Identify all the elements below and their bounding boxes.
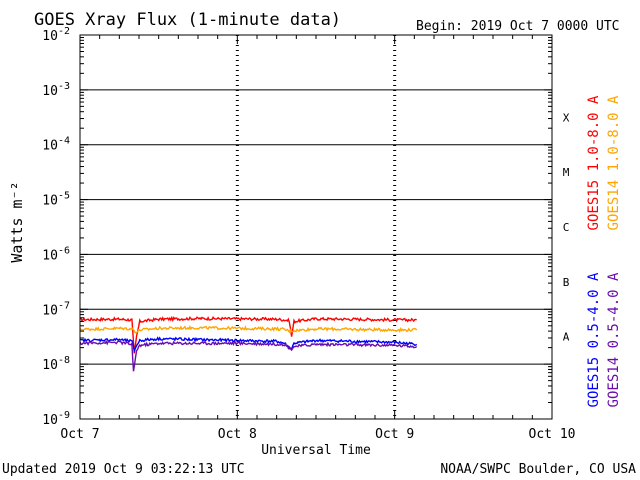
x-tick-label: Oct 9 [375,427,414,442]
y-tick-base: 10 [42,303,58,318]
plot-frame [79,34,553,420]
series-line [79,336,418,353]
flare-class-label: X [563,111,570,124]
grid [80,35,552,419]
begin-date: Begin: 2019 Oct 7 0000 UTC [416,19,620,34]
legend-entry: GOES15 0.5-4.0 A [586,272,602,407]
y-tick-exponent: -6 [58,245,70,256]
y-tick-label: 10-3 [42,81,70,99]
y-tick-label: 10-9 [42,410,70,428]
flare-class-label: A [563,331,570,344]
y-tick-label: 10-4 [42,136,70,154]
series-line [79,324,418,334]
chart-title: GOES Xray Flux (1-minute data) [34,10,341,30]
y-tick-exponent: -9 [58,410,70,421]
y-tick-exponent: -8 [58,355,70,366]
x-tick-label: Oct 7 [60,427,99,442]
series-lines [79,315,418,372]
credit-text: NOAA/SWPC Boulder, CO USA [440,462,636,477]
flare-class-labels: A B C M X [563,111,570,343]
flare-class-label: C [563,221,570,234]
y-tick-exponent: -4 [58,136,70,147]
legend: GOES15 1.0-8.0 A GOES14 1.0-8.0 A GOES15 0… [586,95,622,407]
y-tick-base: 10 [42,139,58,154]
flare-class-label: B [563,276,570,289]
y-tick-exponent: -7 [58,300,70,311]
x-axis-title: Universal Time [261,443,371,458]
legend-entry: GOES14 0.5-4.0 A [606,272,622,407]
y-tick-label: 10-7 [42,300,70,318]
series-line [79,315,417,354]
y-tick-label: 10-5 [42,191,70,209]
y-tick-base: 10 [42,84,58,99]
y-tick-labels: 10-910-810-710-610-510-410-310-2 [42,26,70,428]
y-tick-base: 10 [42,29,58,44]
y-tick-exponent: -5 [58,191,70,202]
flare-class-label: M [563,166,570,179]
y-tick-exponent: -3 [58,81,70,92]
y-tick-base: 10 [42,358,58,373]
x-tick-label: Oct 8 [218,427,257,442]
x-tick-labels: Oct 7 Oct 8 Oct 9 Oct 10 [60,427,575,442]
axis-ticks [79,35,553,420]
y-tick-label: 10-2 [42,26,70,44]
y-tick-base: 10 [42,194,58,209]
updated-timestamp: Updated 2019 Oct 9 03:22:13 UTC [2,462,245,477]
x-tick-label: Oct 10 [529,427,576,442]
series-line [79,339,418,372]
y-tick-base: 10 [42,413,58,428]
legend-entry: GOES14 1.0-8.0 A [606,95,622,230]
y-tick-label: 10-6 [42,245,70,263]
legend-entry: GOES15 1.0-8.0 A [586,95,602,230]
y-tick-base: 10 [42,248,58,263]
y-tick-exponent: -2 [58,26,70,37]
y-axis-title: Watts m⁻² [8,181,26,262]
y-tick-label: 10-8 [42,355,70,373]
